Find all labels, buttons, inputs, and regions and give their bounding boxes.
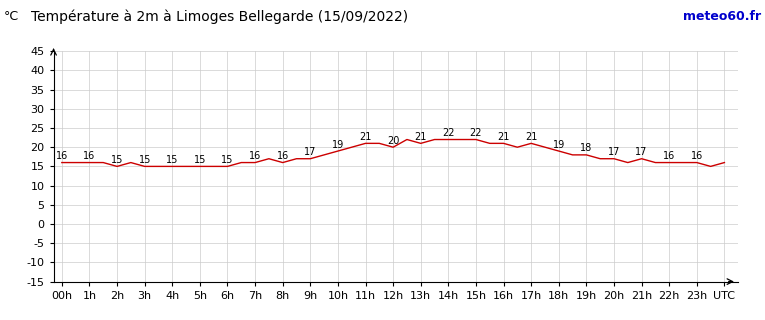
Text: 15: 15 bbox=[111, 155, 123, 165]
Text: 16: 16 bbox=[249, 151, 261, 161]
Text: meteo60.fr: meteo60.fr bbox=[683, 10, 761, 23]
Text: 19: 19 bbox=[552, 140, 565, 149]
Text: 21: 21 bbox=[497, 132, 509, 142]
Text: 15: 15 bbox=[221, 155, 233, 165]
Text: Température à 2m à Limoges Bellegarde (15/09/2022): Température à 2m à Limoges Bellegarde (1… bbox=[31, 10, 408, 24]
Text: 16: 16 bbox=[663, 151, 675, 161]
Text: °C: °C bbox=[4, 10, 19, 23]
Text: 21: 21 bbox=[525, 132, 537, 142]
Text: 16: 16 bbox=[277, 151, 289, 161]
Text: 16: 16 bbox=[56, 151, 68, 161]
Text: 21: 21 bbox=[415, 132, 427, 142]
Text: 18: 18 bbox=[581, 143, 593, 153]
Text: 16: 16 bbox=[83, 151, 96, 161]
Text: 19: 19 bbox=[332, 140, 344, 149]
Text: 16: 16 bbox=[691, 151, 703, 161]
Text: 15: 15 bbox=[166, 155, 178, 165]
Text: 17: 17 bbox=[636, 147, 648, 157]
Text: 17: 17 bbox=[608, 147, 620, 157]
Text: 15: 15 bbox=[138, 155, 151, 165]
Text: 15: 15 bbox=[194, 155, 206, 165]
Text: 17: 17 bbox=[304, 147, 317, 157]
Text: 20: 20 bbox=[387, 136, 399, 146]
Text: 22: 22 bbox=[442, 128, 454, 138]
Text: 22: 22 bbox=[470, 128, 482, 138]
Text: 21: 21 bbox=[360, 132, 372, 142]
